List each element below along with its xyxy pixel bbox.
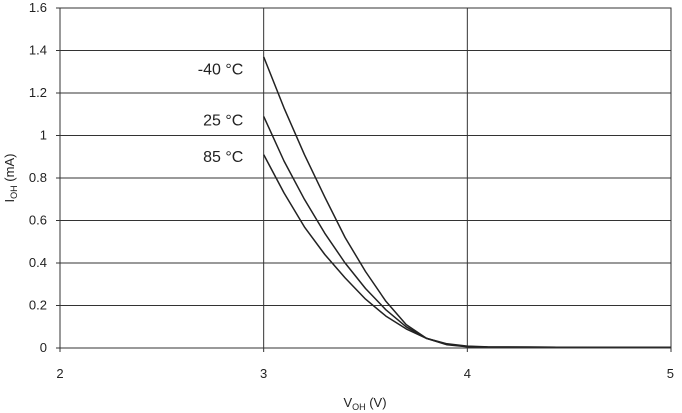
x-axis-label: VOH (V) (343, 395, 386, 412)
x-axis-label-unit: (V) (366, 395, 387, 410)
y-axis-label-unit: (mA) (2, 154, 17, 186)
y-axis-label: IOH (mA) (2, 154, 19, 203)
x-tick-label: 4 (464, 366, 471, 381)
x-tick-label: 3 (260, 366, 267, 381)
y-axis-label-sub: OH (9, 185, 19, 199)
y-tick-label: 1 (40, 128, 47, 143)
series-annotation: -40 °C (198, 62, 244, 79)
x-tick-label: 5 (667, 366, 674, 381)
series-annotation: 25 °C (203, 113, 243, 130)
y-tick-label: 1.2 (29, 85, 47, 100)
series-line (263, 154, 671, 349)
series-annotation: 85 °C (203, 149, 243, 166)
y-tick-label: 0.8 (29, 170, 47, 185)
x-axis-label-sub: OH (352, 402, 366, 412)
series-lines (263, 56, 671, 349)
y-tick-label: 0.4 (29, 255, 47, 270)
x-tick-labels: 2 3 4 5 (56, 366, 674, 381)
y-tick-label: 0.2 (29, 298, 47, 313)
y-tick-label: 1.6 (29, 0, 47, 15)
y-tick-label: 1.4 (29, 43, 47, 58)
y-tick-labels: 0 0.2 0.4 0.6 0.8 1 1.2 1.4 1.6 (29, 0, 47, 355)
y-tick-label: 0.6 (29, 213, 47, 228)
plot-frame (59, 7, 672, 349)
x-tick-label: 2 (56, 366, 63, 381)
x-axis-label-main: V (343, 395, 352, 410)
y-tick-label: 0 (40, 340, 47, 355)
series-annotations: -40 °C 25 °C 85 °C (198, 62, 244, 166)
y-axis-label-main: I (2, 199, 17, 203)
